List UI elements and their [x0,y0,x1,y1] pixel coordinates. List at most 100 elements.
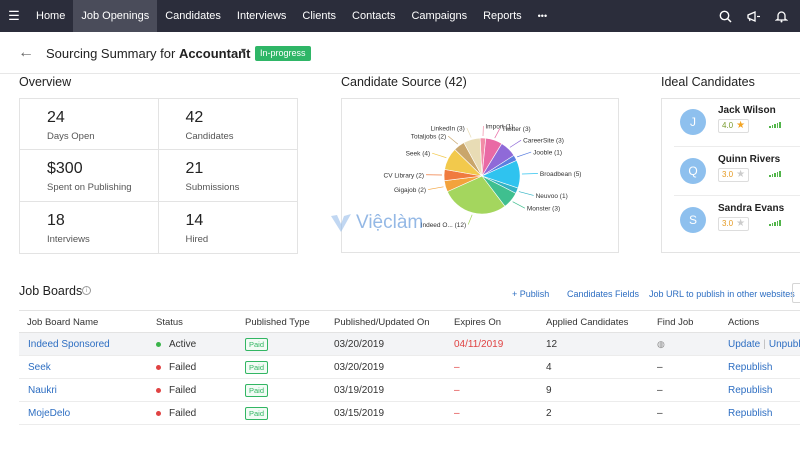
applied-count: 2 [546,408,552,419]
find-job-cell: – [657,385,663,396]
expires-date: – [454,362,460,373]
table-row: MojeDelo Failed Paid 03/15/2019 – 2 – Re… [19,402,800,425]
stat-value: 21 [185,160,204,178]
pie-label: Neuvoo (1) [536,193,568,200]
update-action[interactable]: Update [728,339,761,350]
candidate-name[interactable]: Jack Wilson [718,105,776,116]
page-header: ← Sourcing Summary for Accountant ▾ [0,32,800,74]
stat-submissions[interactable]: 21 Submissions [158,150,297,202]
signal-bars-icon [769,171,781,177]
stat-value: 18 [47,211,65,229]
published-date: 03/19/2019 [334,385,385,396]
stat-label: Spent on Publishing [47,182,132,194]
search-icon[interactable] [719,10,732,23]
nav-reports[interactable]: Reports [483,10,522,22]
candidate-card[interactable]: Q Quinn Rivers 3.0 ★ [674,150,800,196]
published-date: 03/15/2019 [334,408,385,419]
rating-value: 3.0 [722,219,734,228]
pie-label: Broadbean (5) [540,171,582,178]
stat-label: Hired [185,233,209,245]
table-row: Indeed Sponsored Active Paid 03/20/2019 … [19,333,800,356]
paid-badge: Paid [245,384,269,397]
bell-icon[interactable] [775,10,788,23]
republish-action[interactable]: Republish [728,408,773,419]
signal-bars-icon [769,122,781,128]
nav-candidates[interactable]: Candidates [165,10,221,22]
candidates-fields-link[interactable]: Candidates Fields [567,289,640,299]
job-board-name[interactable]: Indeed Sponsored [28,339,110,350]
back-arrow-icon[interactable]: ← [18,44,34,61]
nav-interviews[interactable]: Interviews [236,10,287,22]
avatar: Q [680,158,706,184]
megaphone-icon[interactable] [746,10,761,23]
candidate-source-title: Candidate Source (42) [341,75,467,89]
watermark-logo-icon [331,214,351,232]
candidate-card[interactable]: S Sandra Evans 3.0 ★ [674,199,800,245]
pie-label: Import (1) [485,124,513,131]
pie-slice[interactable] [446,175,506,215]
star-icon: ★ [736,120,746,131]
avatar: J [680,109,706,135]
info-icon[interactable]: i [82,286,91,295]
pie-leader-line [466,127,472,138]
job-board-name[interactable]: MojeDelo [28,408,71,419]
col-actions: Actions [728,317,760,328]
stat-label: Days Open [47,131,95,142]
candidate-card[interactable]: J Jack Wilson 4.0 ★ [674,101,800,147]
ideal-candidates-title: Ideal Candidates [661,75,755,89]
expires-date: 04/11/2019 [454,339,504,350]
status-cell: Active [156,339,196,350]
republish-action[interactable]: Republish [728,385,773,396]
job-url-field[interactable] [792,283,800,303]
pie-leader-line [517,151,532,158]
pie-leader-line [467,214,473,225]
pie-leader-line [518,191,534,196]
pie-slice[interactable] [463,137,483,177]
col-job-board-name: Job Board Name [27,317,99,328]
nav-contacts[interactable]: Contacts [352,10,396,22]
paid-badge: Paid [245,361,269,374]
menu-icon[interactable]: ☰ [8,8,20,23]
globe-icon[interactable]: ◍ [657,339,665,349]
pie-label: Seek (4) [406,151,431,158]
job-url-link[interactable]: Job URL to publish in other websites [649,289,795,299]
chevron-down-icon[interactable]: ▾ [241,46,247,57]
pie-label: Jooble (1) [533,150,562,157]
status-badge: In-progress [255,46,311,61]
applied-count: 12 [546,339,558,350]
pie-label: CV Library (2) [384,172,424,179]
unpublish-action[interactable]: Unpubl [768,339,800,350]
republish-action[interactable]: Republish [728,362,773,373]
stat-candidates[interactable]: 42 Candidates [158,99,297,151]
pie-leader-line [432,152,447,159]
pie-leader-line [494,128,501,139]
nav-clients[interactable]: Clients [302,10,337,22]
nav-job-openings[interactable]: Job Openings [73,0,158,32]
watermark-text: Việclàm [356,212,424,233]
stat-label: Candidates [185,131,234,142]
rating-badge: 3.0 ★ [718,168,750,182]
nav-home[interactable]: Home [36,10,66,22]
pie-leader-line [509,139,522,148]
job-board-name[interactable]: Naukri [28,385,57,396]
nav-campaigns[interactable]: Campaigns [411,10,468,22]
applied-count: 9 [546,385,552,396]
nav-more[interactable]: ••• [537,11,548,21]
published-date: 03/20/2019 [334,362,385,373]
col-expires-on: Expires On [454,317,501,328]
status-dot [156,387,161,393]
table-row: Seek Failed Paid 03/20/2019 – 4 – Republ… [19,356,800,379]
stat-interviews[interactable]: 18 Interviews [20,201,159,253]
status-text: Failed [169,362,197,373]
nav-actions [719,0,800,32]
candidate-name[interactable]: Quinn Rivers [718,154,781,165]
candidate-name[interactable]: Sandra Evans [718,203,785,214]
publish-link[interactable]: + Publish [512,289,550,299]
stat-hired[interactable]: 14 Hired [159,202,298,253]
star-icon: ★ [736,169,746,180]
signal-bars-icon [769,220,781,226]
job-board-name[interactable]: Seek [28,362,51,373]
expires-date: – [454,408,460,419]
status-dot [156,410,161,416]
avatar: S [680,207,706,233]
